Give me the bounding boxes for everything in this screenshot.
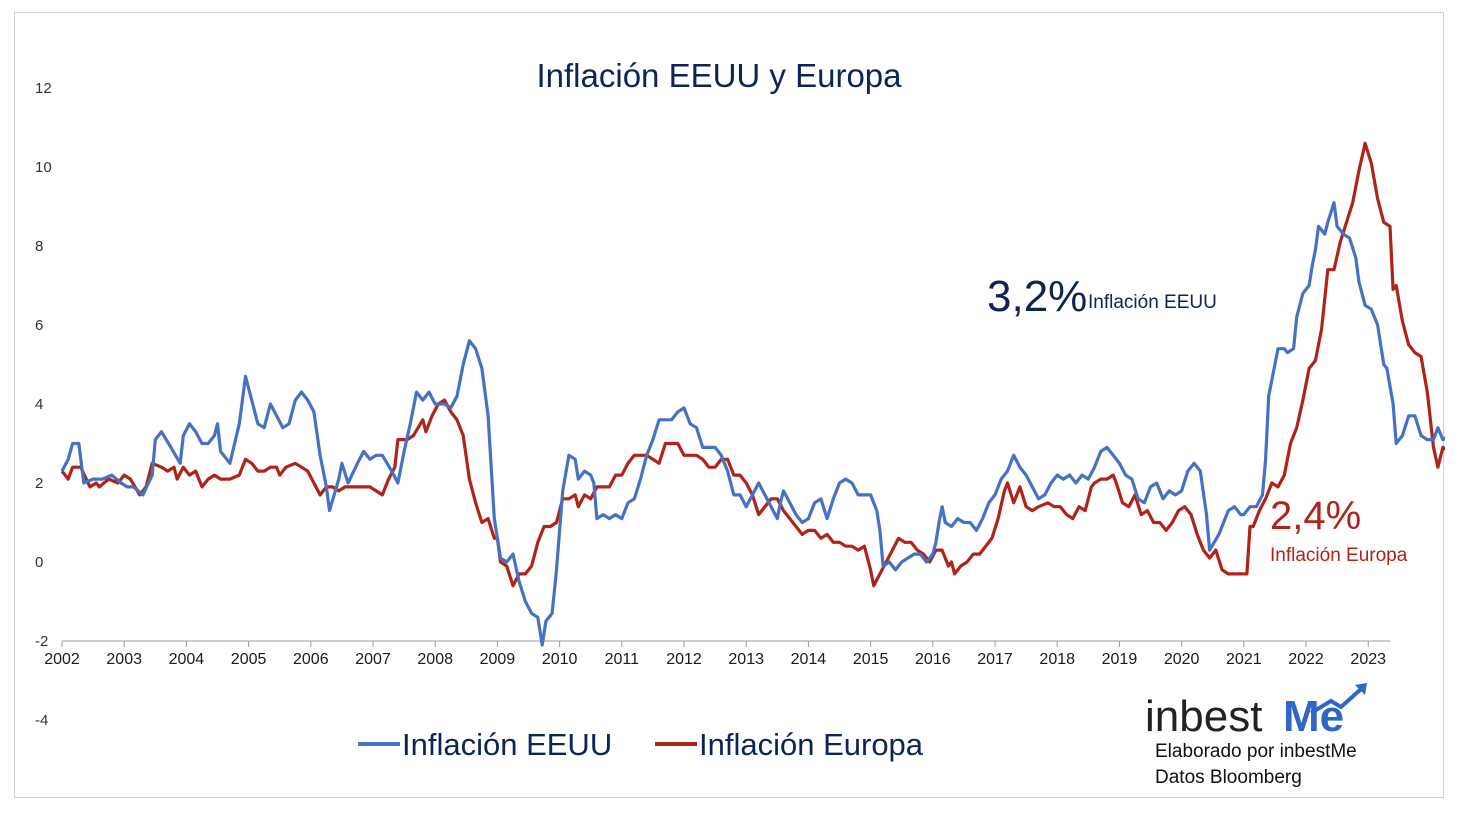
series-lines [60, 141, 1445, 647]
x-axis: 2002 2003 2004 2005 2006 2007 2008 2009 2010 2011… [44, 640, 1390, 668]
series-line-us [60, 201, 1445, 647]
x-tick-label: 2021 [1226, 651, 1262, 668]
x-tick-label: 2019 [1102, 651, 1138, 668]
x-tick-label: 2002 [44, 651, 80, 668]
x-tick-label: 2022 [1288, 651, 1324, 668]
y-tick-label: 12 [35, 80, 52, 97]
y-tick-label: 2 [35, 475, 43, 492]
y-tick-label: -4 [35, 712, 48, 729]
x-tick-label: 2010 [542, 651, 578, 668]
credit-line-1: Elaborado por inbestMe [1155, 741, 1357, 762]
annotation-us-value: 3,2% [987, 272, 1087, 321]
y-tick-label: -2 [35, 633, 48, 650]
x-tick-label: 2013 [728, 651, 764, 668]
x-tick-label: 2004 [169, 651, 205, 668]
chart-title: Inflación EEUU y Europa [536, 57, 902, 94]
x-tick-label: 2005 [231, 651, 267, 668]
y-tick-label: 10 [35, 159, 52, 176]
y-tick-label: 6 [35, 317, 43, 334]
annotation-eu-label: Inflación Europa [1270, 545, 1408, 566]
logo-text: inbest [1145, 692, 1262, 741]
annotation-eu: 2,4% Inflación Europa [1270, 494, 1408, 566]
x-tick-label: 2011 [605, 651, 640, 668]
logo-accent: Me [1283, 692, 1344, 741]
x-tick-label: 2020 [1164, 651, 1200, 668]
credit-line-2: Datos Bloomberg [1155, 767, 1302, 788]
inflation-chart: Inflación EEUU y Europa 12 10 8 6 4 2 0 -2 -4 20… [35, 57, 1445, 788]
x-tick-label: 2009 [480, 651, 516, 668]
y-tick-label: 4 [35, 396, 43, 413]
x-tick-label: 2015 [853, 651, 889, 668]
legend: Inflación EEUU Inflación Europa [358, 727, 924, 762]
y-tick-label: 0 [35, 554, 43, 571]
chart-frame: Inflación EEUU y Europa 12 10 8 6 4 2 0 -2 -4 20… [14, 12, 1445, 798]
x-tick-label: 2003 [106, 651, 142, 668]
x-tick-label: 2007 [355, 651, 391, 668]
rising-arrow-icon [1309, 683, 1367, 715]
legend-label-us: Inflación EEUU [402, 727, 612, 762]
x-tick-label: 2017 [977, 651, 1013, 668]
x-tick-label: 2014 [791, 651, 827, 668]
x-tick-label: 2006 [293, 651, 329, 668]
x-tick-label: 2018 [1039, 651, 1075, 668]
legend-label-eu: Inflación Europa [699, 727, 924, 762]
x-tick-label: 2008 [417, 651, 453, 668]
x-tick-label: 2012 [666, 651, 702, 668]
annotation-eu-value: 2,4% [1270, 494, 1361, 538]
annotation-us: 3,2% Inflación EEUU [987, 272, 1217, 321]
annotation-us-label: Inflación EEUU [1088, 292, 1217, 313]
logo: inbest Me [1145, 683, 1367, 741]
x-tick-label: 2023 [1350, 651, 1386, 668]
y-tick-label: 8 [35, 238, 43, 255]
series-line-eu [60, 141, 1445, 588]
x-tick-label: 2016 [915, 651, 951, 668]
y-axis-ticks: 12 10 8 6 4 2 0 -2 -4 [35, 80, 52, 729]
